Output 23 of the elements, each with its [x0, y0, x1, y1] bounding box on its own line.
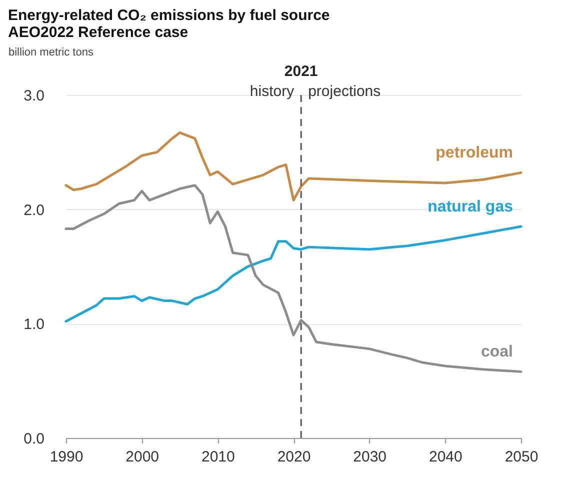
y-tick-label: 0.0: [24, 430, 44, 448]
x-tick-label: 2030: [353, 448, 387, 466]
x-tick-label: 2020: [277, 448, 311, 466]
ref-line-label: 2021: [284, 63, 318, 80]
series-label: petroleum: [436, 144, 513, 162]
x-tick-label: 2010: [201, 448, 235, 466]
annotation: projections: [308, 83, 381, 100]
line-series: [64, 184, 522, 373]
x-tick-label: 2000: [126, 448, 160, 466]
x-tick-label: 2040: [428, 448, 462, 466]
y-axis-title: billion metric tons: [8, 46, 94, 58]
y-tick-label: 2.0: [24, 202, 44, 219]
chart-title: Energy-related CO₂ emissions by fuel source: [8, 7, 330, 24]
y-tick-label: 1.0: [24, 316, 44, 334]
chart-subtitle: AEO2022 Reference case: [8, 24, 188, 41]
line-series: [64, 131, 522, 202]
series-label: coal: [480, 344, 513, 361]
annotation: history: [250, 83, 295, 100]
line-series: [64, 225, 522, 323]
x-tick-label: 2050: [504, 448, 538, 466]
x-tick-label: 1990: [50, 448, 84, 466]
series-label: natural gas: [428, 198, 514, 216]
y-tick-label: 3.0: [24, 88, 44, 104]
